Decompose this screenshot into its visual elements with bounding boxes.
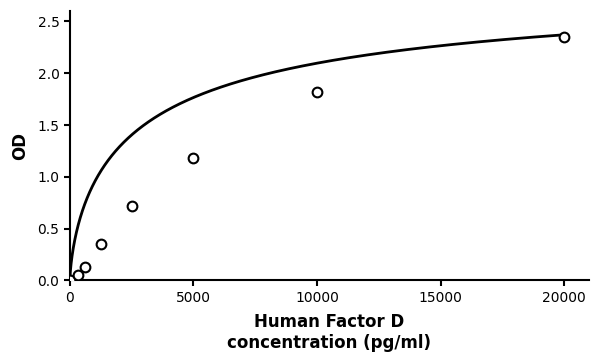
Point	[127, 203, 136, 209]
X-axis label: Human Factor D
concentration (pg/ml): Human Factor D concentration (pg/ml)	[227, 313, 431, 352]
Point	[559, 34, 569, 40]
Point	[96, 241, 106, 247]
Point	[80, 264, 90, 270]
Point	[312, 89, 322, 95]
Point	[65, 277, 74, 283]
Point	[188, 155, 198, 161]
Y-axis label: OD: OD	[11, 132, 29, 160]
Point	[73, 272, 82, 278]
